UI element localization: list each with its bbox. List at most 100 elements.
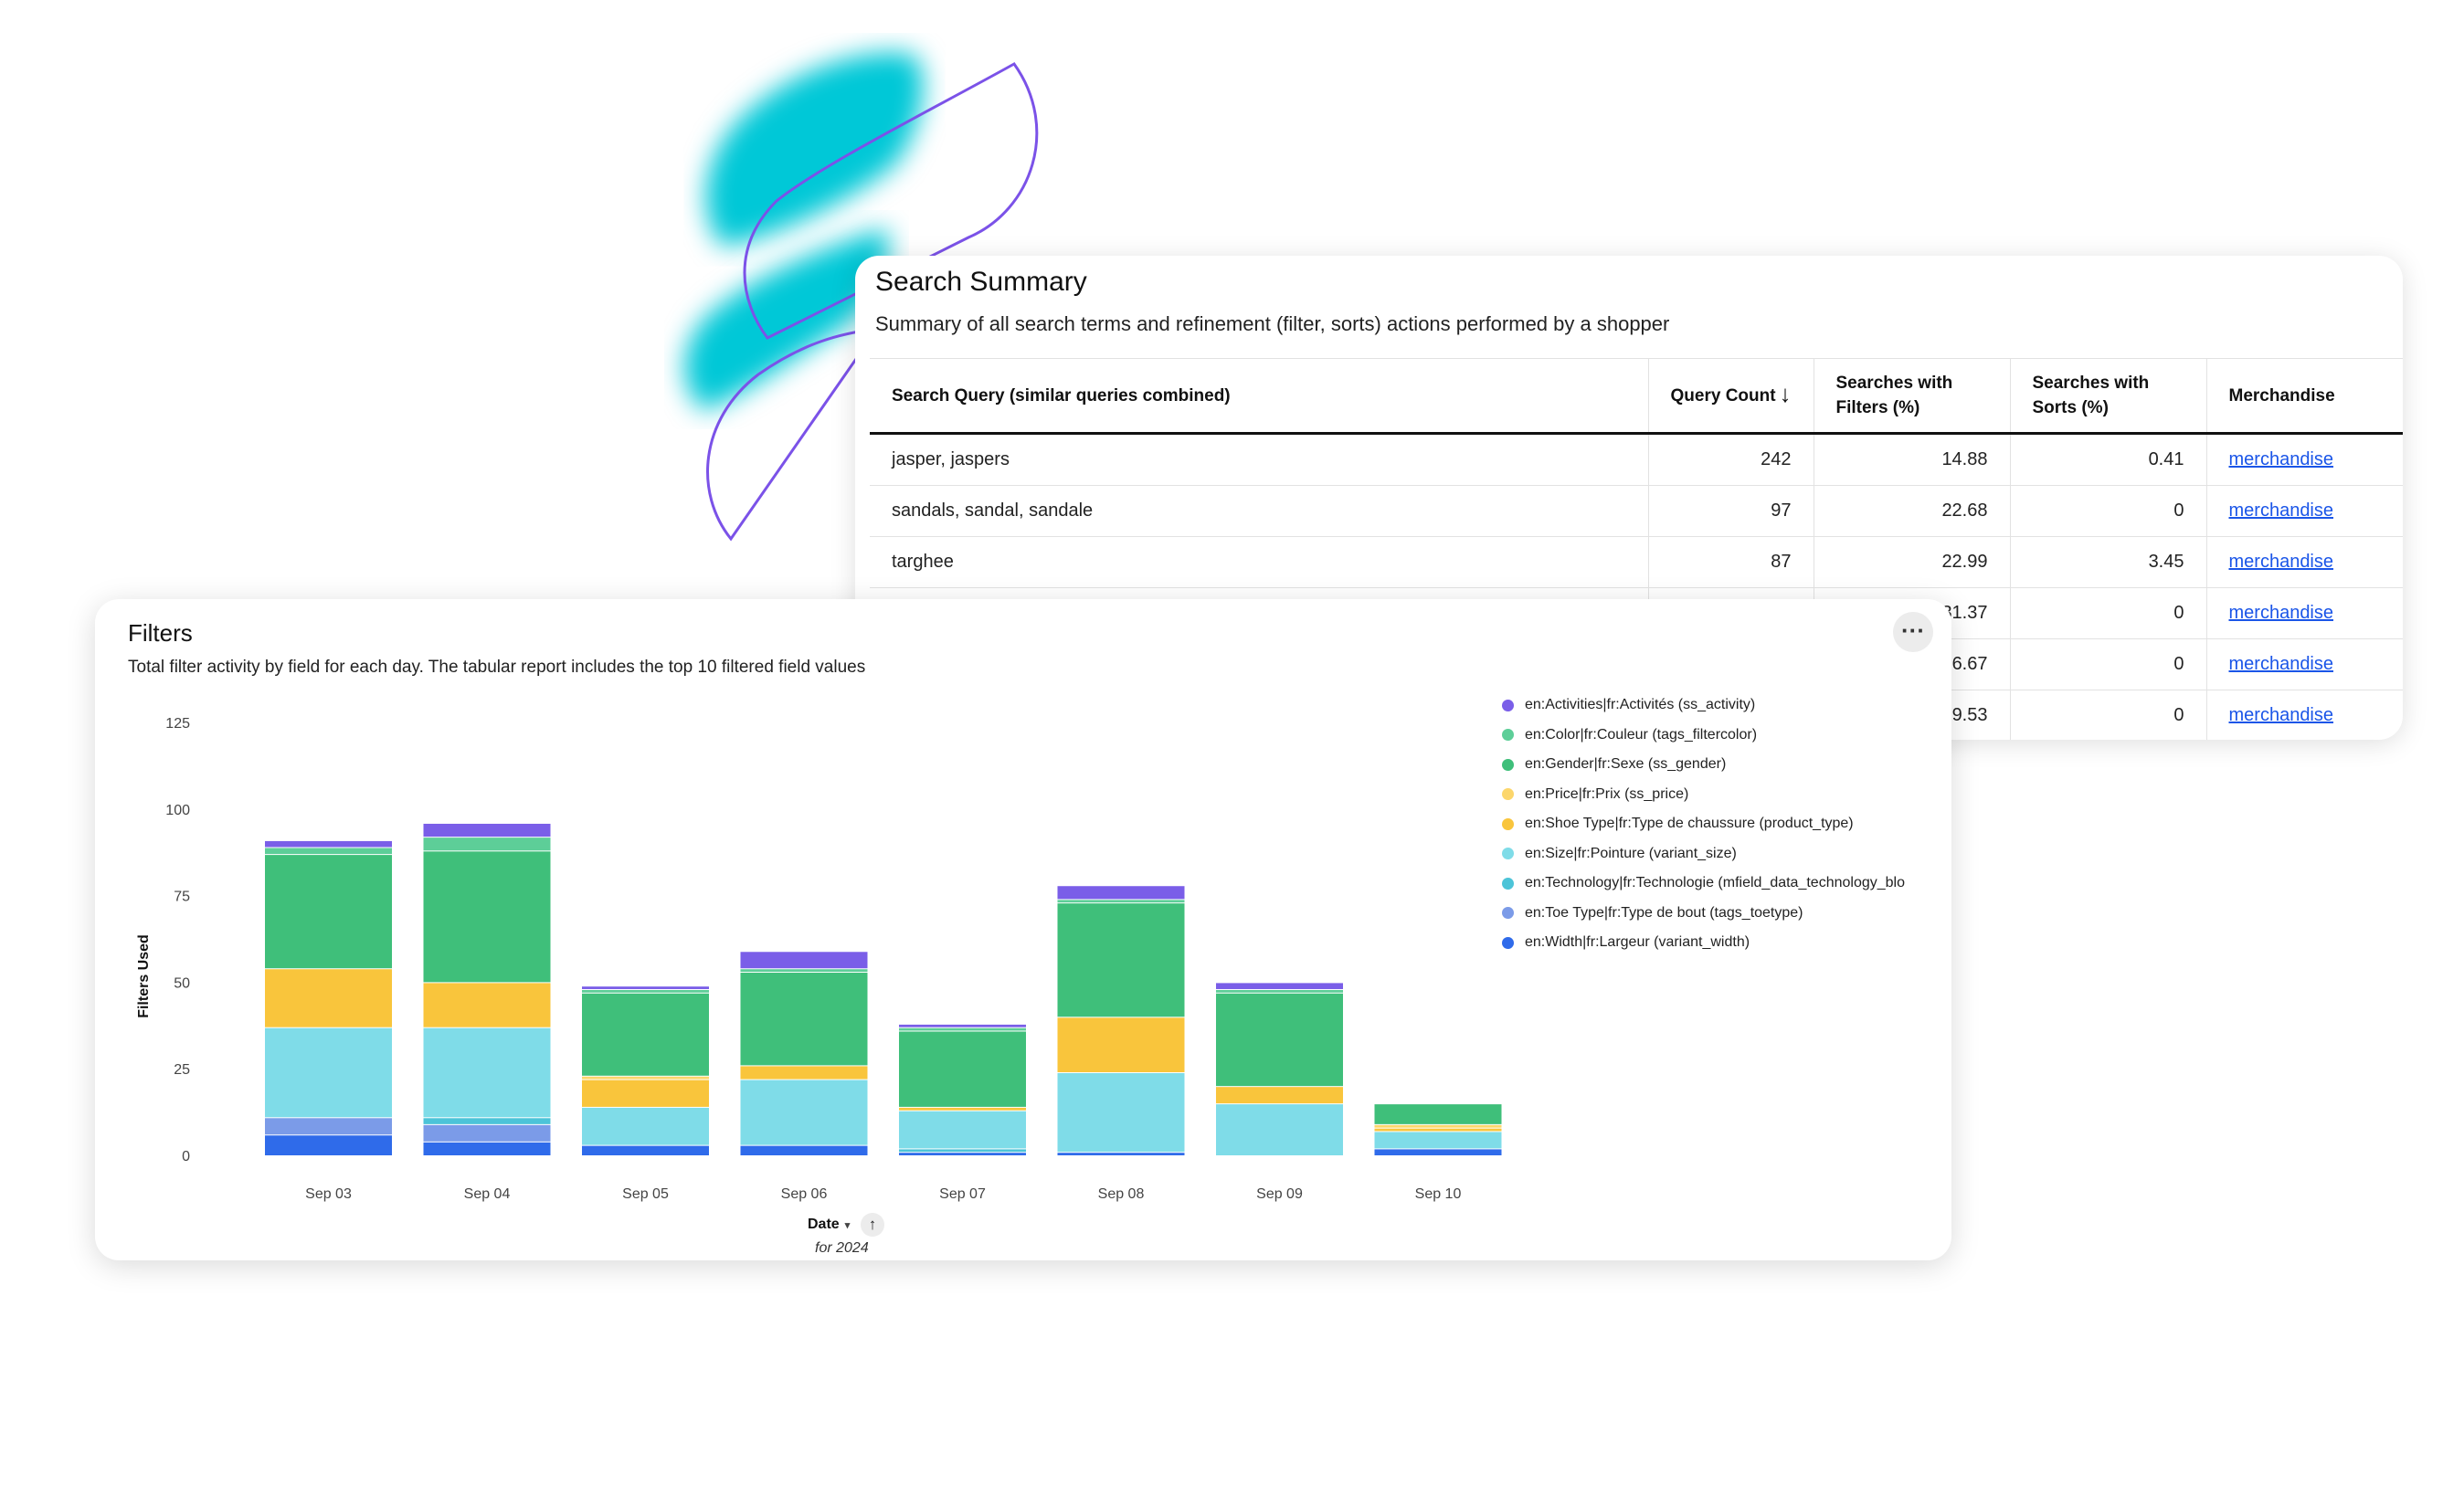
bar-segment-sep-06-6 [740, 973, 868, 1066]
chevron-down-icon: ▾ [844, 1220, 851, 1231]
table-header-row: Search Query (similar queries combined) … [870, 358, 2403, 435]
bar-segment-sep-05-5 [582, 1076, 709, 1080]
legend-label: en:Size|fr:Pointure (variant_size) [1525, 845, 1737, 861]
cell-query-count: 97 [1647, 485, 1814, 537]
merchandise-link[interactable]: merchandise [2228, 449, 2334, 469]
merchandise-link[interactable]: merchandise [2228, 705, 2334, 725]
bar-segment-sep-10-0 [1374, 1149, 1502, 1155]
cell-merchandise: merchandise [2205, 638, 2403, 690]
y-tick-label: 75 [174, 890, 190, 905]
cell-merchandise: merchandise [2205, 433, 2403, 486]
y-tick-label: 125 [165, 716, 190, 732]
filters-stacked-bar-chart: 0 25 50 75 100 125 Filters Used Sep 03 Sep 04 Sep… [136, 716, 1502, 1202]
merchandise-link[interactable]: merchandise [2228, 603, 2334, 623]
bar-segment-sep-07-3 [899, 1111, 1026, 1149]
legend-swatch [1502, 877, 1514, 890]
bar-segment-sep-03-1 [265, 1118, 392, 1135]
arrow-up-icon: ↑ [868, 1216, 877, 1233]
legend-item[interactable]: en:Size|fr:Pointure (variant_size) [1502, 839, 1941, 869]
brand-outline-upper [743, 62, 1039, 340]
bar-segment-sep-04-4 [423, 983, 551, 1027]
table-row: targhee 87 22.99 3.45 merchandise [870, 536, 2403, 588]
bar-segment-sep-03-7 [265, 848, 392, 855]
legend-label: en:Color|fr:Couleur (tags_filtercolor) [1525, 726, 1758, 743]
cell-searches-with-filters: 14.88 [1813, 433, 2010, 486]
legend-label: en:Price|fr:Prix (ss_price) [1525, 785, 1689, 802]
bar-segment-sep-08-0 [1057, 1153, 1185, 1155]
x-axis-subtitle: for 2024 [815, 1240, 869, 1256]
cell-searches-with-sorts: 0 [2009, 485, 2206, 537]
legend-swatch [1502, 817, 1514, 830]
legend-label: en:Activities|fr:Activités (ss_activity) [1525, 697, 1756, 713]
bar-segment-sep-09-4 [1216, 1087, 1343, 1104]
chart-legend: en:Activities|fr:Activités (ss_activity)… [1502, 690, 1941, 958]
legend-label: en:Technology|fr:Technologie (mfield_dat… [1525, 875, 1905, 891]
bar-segment-sep-07-2 [899, 1149, 1026, 1153]
x-axis-title-label: Date [808, 1217, 840, 1232]
search-summary-subtitle: Summary of all search terms and refineme… [875, 312, 1670, 335]
column-header-merchandise[interactable]: Merchandise [2205, 358, 2403, 435]
bar-segment-sep-05-0 [582, 1145, 709, 1155]
table-row: sandals, sandal, sandale 97 22.68 0 merchand… [870, 485, 2403, 537]
legend-swatch [1502, 729, 1514, 742]
legend-item[interactable]: en:Technology|fr:Technologie (mfield_dat… [1502, 869, 1941, 899]
bar-segment-sep-04-8 [423, 823, 551, 838]
bar-segment-sep-04-7 [423, 838, 551, 851]
cell-query-count: 87 [1647, 536, 1814, 588]
bar-segment-sep-10-6 [1374, 1104, 1502, 1124]
bar-segment-sep-04-3 [423, 1027, 551, 1118]
brand-shape-upper [705, 52, 924, 247]
bar-segment-sep-08-8 [1057, 886, 1185, 900]
column-header-query-count[interactable]: ↓ Query Count [1647, 358, 1814, 435]
bar-segment-sep-03-6 [265, 855, 392, 969]
legend-label: en:Toe Type|fr:Type de bout (tags_toetyp… [1525, 904, 1803, 921]
bar-segment-sep-07-0 [899, 1153, 1026, 1155]
legend-label: en:Gender|fr:Sexe (ss_gender) [1525, 756, 1727, 773]
bar-segment-sep-04-2 [423, 1118, 551, 1124]
bar-segment-sep-08-6 [1057, 903, 1185, 1017]
merchandise-link[interactable]: merchandise [2228, 552, 2334, 572]
more-options-button[interactable]: ··· [1893, 612, 1933, 652]
column-header-searches-with-filters[interactable]: Searches with Filters (%) [1813, 358, 2010, 435]
legend-item[interactable]: en:Activities|fr:Activités (ss_activity) [1502, 690, 1941, 721]
bar-segment-sep-10-3 [1374, 1132, 1502, 1149]
y-tick-label: 50 [174, 975, 190, 991]
x-tick-label: Sep 06 [781, 1186, 828, 1202]
cell-searches-with-sorts: 3.45 [2009, 536, 2206, 588]
bar-segment-sep-05-3 [582, 1107, 709, 1145]
x-axis-title[interactable]: Date ▾ [808, 1217, 850, 1233]
y-tick-label: 0 [182, 1149, 190, 1164]
column-header-search-query[interactable]: Search Query (similar queries combined) [870, 358, 1648, 435]
legend-label: en:Shoe Type|fr:Type de chaussure (produ… [1525, 816, 1854, 832]
bar-segment-sep-09-6 [1216, 993, 1343, 1087]
bar-segment-sep-10-5 [1374, 1124, 1502, 1128]
merchandise-link[interactable]: merchandise [2228, 500, 2334, 521]
merchandise-link[interactable]: merchandise [2228, 654, 2334, 674]
sort-button[interactable]: ↑ [861, 1213, 884, 1237]
bar-segment-sep-04-6 [423, 851, 551, 983]
column-header-searches-with-sorts[interactable]: Searches with Sorts (%) [2009, 358, 2206, 435]
legend-item[interactable]: en:Color|fr:Couleur (tags_filtercolor) [1502, 721, 1941, 751]
x-tick-label: Sep 07 [939, 1186, 986, 1202]
legend-item[interactable]: en:Gender|fr:Sexe (ss_gender) [1502, 750, 1941, 780]
legend-swatch [1502, 758, 1514, 771]
legend-item[interactable]: en:Shoe Type|fr:Type de chaussure (produ… [1502, 809, 1941, 839]
legend-item[interactable]: en:Toe Type|fr:Type de bout (tags_toetyp… [1502, 899, 1941, 929]
bar-segment-sep-07-7 [899, 1027, 1026, 1031]
x-tick-label: Sep 05 [622, 1186, 669, 1202]
bar-segment-sep-10-4 [1374, 1128, 1502, 1132]
search-summary-title: Search Summary [875, 267, 1087, 297]
arrow-down-icon[interactable]: ↓ [1779, 379, 1792, 407]
filters-card: Filters Total filter activity by field f… [95, 599, 1951, 1260]
bar-segment-sep-04-0 [423, 1142, 551, 1155]
cell-searches-with-sorts: 0 [2009, 638, 2206, 690]
bar-segment-sep-08-3 [1057, 1072, 1185, 1153]
y-axis-label: Filters Used [136, 934, 152, 1018]
legend-item[interactable]: en:Price|fr:Prix (ss_price) [1502, 780, 1941, 810]
cell-searches-with-filters: 22.99 [1813, 536, 2010, 588]
bar-segment-sep-06-0 [740, 1145, 868, 1155]
bar-segment-sep-05-6 [582, 993, 709, 1076]
legend-item[interactable]: en:Width|fr:Largeur (variant_width) [1502, 928, 1941, 958]
cell-search-query: jasper, jaspers [870, 433, 1648, 486]
bar-segment-sep-03-0 [265, 1135, 392, 1155]
